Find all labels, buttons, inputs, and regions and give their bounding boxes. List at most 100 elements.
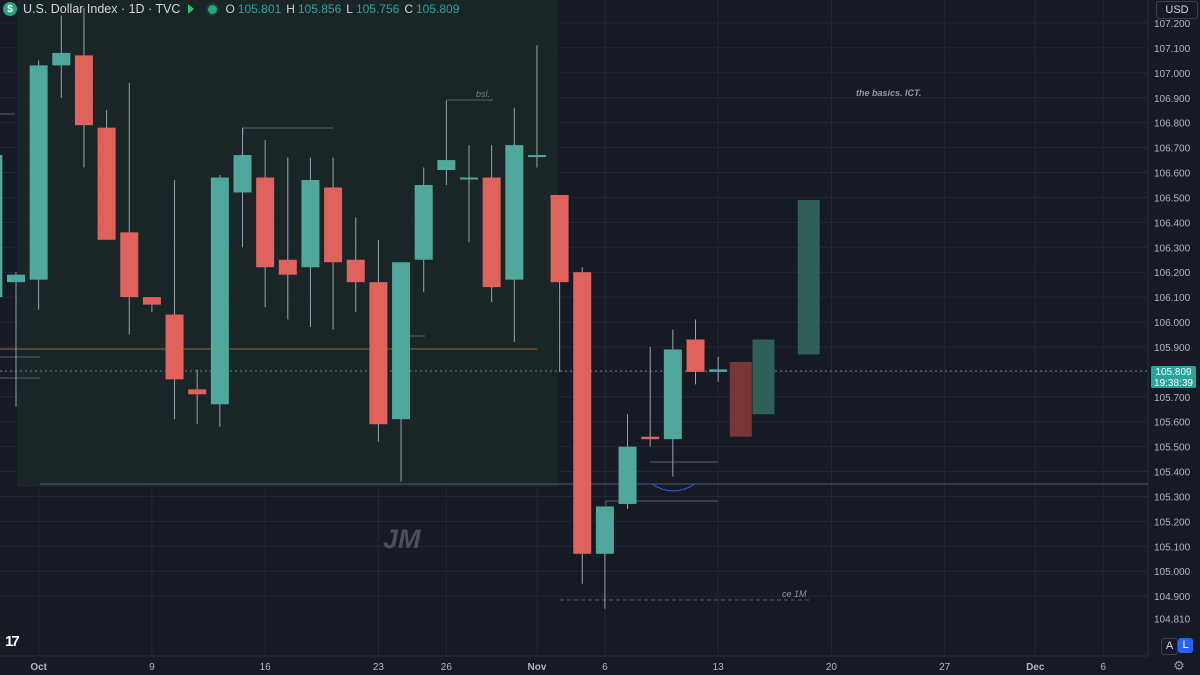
high-label: H [286,2,295,16]
candle[interactable] [301,157,320,328]
candle[interactable] [618,414,637,509]
basics-annotation: the basics. ICT. [856,88,921,98]
candle[interactable] [210,175,229,427]
price-tick-label: 106.100 [1154,293,1191,304]
projected-candle[interactable] [752,339,775,415]
watermark: JM [383,524,421,554]
open-label: O [225,2,235,16]
time-tick-label: 6 [1100,662,1106,673]
time-tick-label: 27 [939,662,951,673]
candle-body [618,446,637,504]
price-tick-label: 107.100 [1154,44,1191,55]
time-tick-label: Oct [30,662,47,673]
candle[interactable] [369,239,388,442]
symbol-legend[interactable]: $ U.S. Dollar Index · 1D · TVC O 105.801 … [0,0,461,18]
candle[interactable] [233,127,252,248]
candle-body [709,369,728,372]
time-tick-label: Nov [527,662,546,673]
candle[interactable] [74,8,93,168]
candle[interactable] [573,267,592,584]
candle-body [346,259,365,283]
price-tick-label: 106.200 [1154,268,1191,279]
price-tick-label: 106.500 [1154,193,1191,204]
time-tick-label: 23 [373,662,385,673]
candle[interactable] [414,167,433,293]
candle[interactable] [188,369,207,425]
price-tick-label: 105.200 [1154,517,1191,528]
price-tick-label: 107.200 [1154,19,1191,30]
candle[interactable] [527,45,546,168]
candle[interactable] [550,194,569,372]
time-tick-label: 16 [260,662,272,673]
candle[interactable] [346,217,365,313]
candle[interactable] [460,145,478,243]
candles [0,8,728,609]
time-tick-label: 26 [441,662,453,673]
time-tick-label: 6 [602,662,608,673]
candle[interactable] [482,145,501,303]
market-status-icon[interactable] [206,2,220,16]
candle-body [256,177,275,268]
log-scale-button[interactable]: L [1178,638,1193,653]
candle[interactable] [29,60,48,310]
dollar-circle-icon: $ [3,2,17,16]
candle[interactable] [52,15,71,98]
candle-body [686,339,705,372]
candle[interactable] [392,262,411,482]
candle[interactable] [7,272,25,407]
candle-body [505,145,524,280]
gear-icon[interactable]: ⚙ [1173,658,1185,673]
time-tick-label: 9 [149,662,155,673]
candle[interactable] [0,140,3,407]
candle[interactable] [663,329,682,477]
candle-body [29,65,48,280]
price-tick-label: 106.300 [1154,243,1191,254]
candle[interactable] [595,506,614,609]
price-tick-label: 106.700 [1154,144,1191,155]
projected-candle[interactable] [729,361,752,437]
candle[interactable] [437,100,456,185]
price-tick-label: 105.700 [1154,393,1191,404]
candle[interactable] [278,157,297,320]
flag-icon[interactable] [188,4,195,14]
candle-body [233,155,252,193]
price-axis[interactable]: 107.200 107.100 107.000 106.900 106.800 106.7… [1154,19,1191,626]
auto-scale-button[interactable]: A [1161,638,1178,655]
candle[interactable] [97,110,116,240]
candle[interactable] [165,179,184,420]
candle-body [437,160,456,171]
candle-body [210,177,229,405]
candle-body [663,349,682,440]
candle[interactable] [709,356,728,382]
candle-body [414,184,433,260]
candle[interactable] [686,319,705,385]
candle-body [527,155,546,158]
candle-body [0,155,3,298]
time-tick-label: 20 [826,662,838,673]
candle[interactable] [256,140,275,308]
candle[interactable] [142,297,161,313]
candle[interactable] [505,107,524,342]
candle[interactable] [641,346,660,447]
price-tick-label: 106.600 [1154,169,1191,180]
tradingview-logo[interactable]: 17 [5,633,20,650]
ce-annotation: ce 1M [782,589,807,599]
price-tick-label: 106.800 [1154,119,1191,130]
price-tick-label: 105.600 [1154,418,1191,429]
ohlc-values: O 105.801 H 105.856 L 105.756 C 105.809 [225,2,461,16]
candle-body [641,436,660,440]
candle[interactable] [120,82,139,335]
high-value: 105.856 [297,2,342,16]
currency-button[interactable]: USD [1156,1,1198,19]
drawings [0,99,1148,601]
projected-candle[interactable] [797,199,820,355]
candle-body [74,55,93,126]
time-axis[interactable]: Oct 9 16 23 26 Nov 6 13 20 27 Dec 6 [30,662,1106,673]
candle-body [7,274,25,283]
symbol-title[interactable]: U.S. Dollar Index · 1D · TVC [23,2,181,16]
low-label: L [346,2,353,16]
candle[interactable] [324,157,343,330]
low-value: 105.756 [355,2,400,16]
